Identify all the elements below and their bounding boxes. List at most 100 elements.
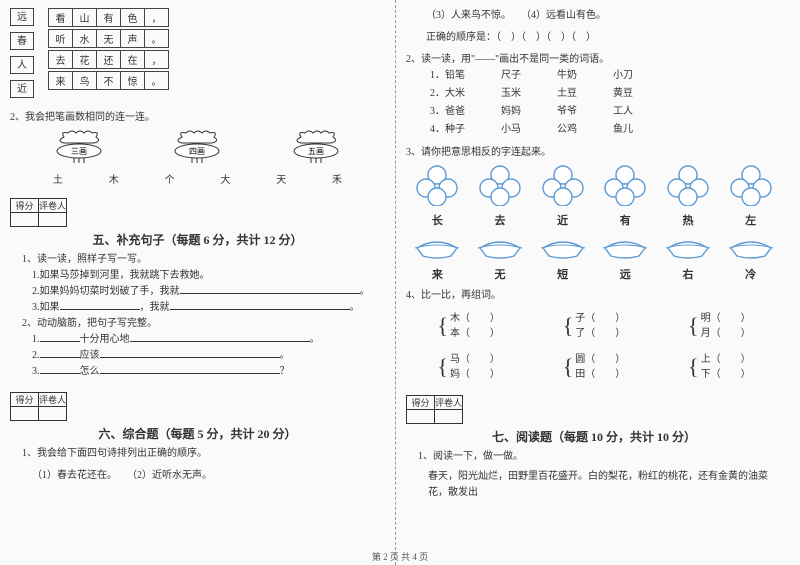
flower-label: 五画 xyxy=(308,147,324,156)
sec6-cont: （3）人来鸟不惊。 （4）远看山有色。 xyxy=(426,8,782,24)
score-header: 评卷人 xyxy=(39,199,67,213)
flower-icon: 三画 xyxy=(44,129,114,165)
sec5-q2: 2、动动脑筋，把句子写完整。 xyxy=(22,316,385,332)
char-row: 土 木 个 大 天 禾 xyxy=(10,171,385,186)
char-item: 禾 xyxy=(332,171,342,186)
char-pair: {上（ ）下（ ） xyxy=(688,350,751,383)
boat-row xyxy=(406,234,782,260)
char-item: 土 xyxy=(53,171,63,186)
sec5-line: 2.如果妈妈切菜时划破了手，我就。 xyxy=(32,284,385,300)
char-item: 木 xyxy=(109,171,119,186)
blank-field[interactable] xyxy=(40,332,80,342)
boat-icon xyxy=(413,234,461,260)
sec6-line: （1）春去花还在。 （2）近听水无声。 xyxy=(32,468,385,484)
word-row: 2．大米玉米土豆黄豆 xyxy=(430,85,782,103)
boat-icon xyxy=(601,234,649,260)
poem-grid: 看山有色， 听水无声。 去花还在， 来鸟不惊。 xyxy=(48,8,169,90)
right-q3: 3、请你把意思相反的字连起来。 xyxy=(406,143,782,158)
char-item: 大 xyxy=(220,171,230,186)
clover-icon xyxy=(413,164,461,206)
word-row: 3．爸爸妈妈爷爷工人 xyxy=(430,103,782,121)
section-7-title: 七、阅读题（每题 10 分，共计 10 分） xyxy=(406,428,782,445)
pair-row-2: {马（ ）妈（ ） {圆（ ）田（ ） {上（ ）下（ ） xyxy=(406,350,782,383)
section-6-title: 六、综合题（每题 5 分，共计 20 分） xyxy=(10,425,385,442)
score-header: 得分 xyxy=(11,199,39,213)
poem-grid-wrap: 远 春 人 近 看山有色， 听水无声。 去花还在， 来鸟不惊。 xyxy=(10,8,385,104)
right-q2: 2、读一读，用"——"画出不是同一类的词语。 xyxy=(406,50,782,65)
char-pair: {圆（ ）田（ ） xyxy=(563,350,626,383)
clover-icon xyxy=(664,164,712,206)
flower-label: 四画 xyxy=(189,147,205,156)
pair-row-1: {木（ ）本（ ） {子（ ）了（ ） {明（ ）月（ ） xyxy=(406,309,782,342)
score-header: 得分 xyxy=(407,396,435,410)
clover-icon xyxy=(727,164,775,206)
order-line: 正确的顺序是：（ ）（ ）（ ）（ ） xyxy=(426,30,782,46)
blank-field[interactable] xyxy=(60,300,140,310)
char-pair: {子（ ）了（ ） xyxy=(563,309,626,342)
flower-label: 三画 xyxy=(71,147,87,156)
blank-field[interactable] xyxy=(100,348,280,358)
score-box: 得分评卷人 xyxy=(10,392,385,421)
boat-icon xyxy=(539,234,587,260)
section-5-title: 五、补充句子（每题 6 分，共计 12 分） xyxy=(10,231,385,248)
word-row: 4．种子小马公鸡鱼儿 xyxy=(430,121,782,139)
sec7-q1: 1、阅读一下，做一做。 xyxy=(418,449,782,465)
question-2-label: 2、我会把笔画数相同的连一连。 xyxy=(10,108,385,123)
score-box: 得分评卷人 xyxy=(10,198,385,227)
boat-icon xyxy=(476,234,524,260)
poem-label-column: 远 春 人 近 xyxy=(10,8,34,104)
grader-cell[interactable] xyxy=(39,407,67,421)
sec7-passage: 春天，阳光灿烂，田野里百花盛开。白的梨花，粉红的桃花，还有金黄的油菜花，散发出 xyxy=(428,469,782,501)
poem-label: 远 xyxy=(10,8,34,26)
grader-cell[interactable] xyxy=(39,213,67,227)
sec5-body: 1、读一读，照样子写一写。 1.如果马莎掉到河里，我就跳下去救她。 2.如果妈妈… xyxy=(22,252,385,380)
score-box: 得分评卷人 xyxy=(406,395,782,424)
page-footer: 第 2 页 共 4 页 xyxy=(0,550,800,563)
char-pair: {木（ ）本（ ） xyxy=(437,309,500,342)
sec7-body: 1、阅读一下，做一做。 春天，阳光灿烂，田野里百花盛开。白的梨花，粉红的桃花，还… xyxy=(418,449,782,501)
poem-label: 近 xyxy=(10,80,34,98)
blank-field[interactable] xyxy=(100,364,280,374)
score-header: 评卷人 xyxy=(435,396,463,410)
char-item: 个 xyxy=(165,171,175,186)
sec5-line: 1.如果马莎掉到河里，我就跳下去救她。 xyxy=(32,268,385,284)
blank-field[interactable] xyxy=(130,332,310,342)
sec5-line: 3.怎么？ xyxy=(32,364,385,380)
blank-field[interactable] xyxy=(40,348,80,358)
score-header: 评卷人 xyxy=(39,393,67,407)
score-cell[interactable] xyxy=(407,410,435,424)
blank-field[interactable] xyxy=(170,300,350,310)
sec6-q1: 1、我会给下面四句诗排列出正确的顺序。 xyxy=(22,446,385,462)
blank-field[interactable] xyxy=(40,364,80,374)
score-cell[interactable] xyxy=(11,407,39,421)
score-header: 得分 xyxy=(11,393,39,407)
bot-chars: 来无短远右冷 xyxy=(406,266,782,282)
clover-icon xyxy=(539,164,587,206)
flower-row: 三画 四画 五画 xyxy=(10,129,385,165)
blank-field[interactable] xyxy=(180,284,360,294)
clover-row xyxy=(406,164,782,206)
boat-icon xyxy=(664,234,712,260)
score-cell[interactable] xyxy=(11,213,39,227)
boat-icon xyxy=(727,234,775,260)
flower-icon: 五画 xyxy=(281,129,351,165)
flower-icon: 四画 xyxy=(162,129,232,165)
word-row: 1．铅笔尺子牛奶小刀 xyxy=(430,67,782,85)
right-column: （3）人来鸟不惊。 （4）远看山有色。 正确的顺序是：（ ）（ ）（ ）（ ） … xyxy=(396,0,792,565)
sec5-line: 2.应该。 xyxy=(32,348,385,364)
word-rows: 1．铅笔尺子牛奶小刀 2．大米玉米土豆黄豆 3．爸爸妈妈爷爷工人 4．种子小马公… xyxy=(406,67,782,139)
char-item: 天 xyxy=(276,171,286,186)
sec6-body: 1、我会给下面四句诗排列出正确的顺序。 （1）春去花还在。 （2）近听水无声。 xyxy=(22,446,385,484)
top-chars: 长去近有热左 xyxy=(406,212,782,228)
poem-label: 人 xyxy=(10,56,34,74)
sec5-line: 3.如果，我就。 xyxy=(32,300,385,316)
sec5-q1: 1、读一读，照样子写一写。 xyxy=(22,252,385,268)
sec5-line: 1.十分用心地。 xyxy=(32,332,385,348)
left-column: 远 春 人 近 看山有色， 听水无声。 去花还在， 来鸟不惊。 2、我会把笔画数… xyxy=(0,0,396,565)
clover-icon xyxy=(601,164,649,206)
right-q4: 4、比一比，再组词。 xyxy=(406,286,782,301)
poem-label: 春 xyxy=(10,32,34,50)
grader-cell[interactable] xyxy=(435,410,463,424)
char-pair: {明（ ）月（ ） xyxy=(688,309,751,342)
clover-icon xyxy=(476,164,524,206)
